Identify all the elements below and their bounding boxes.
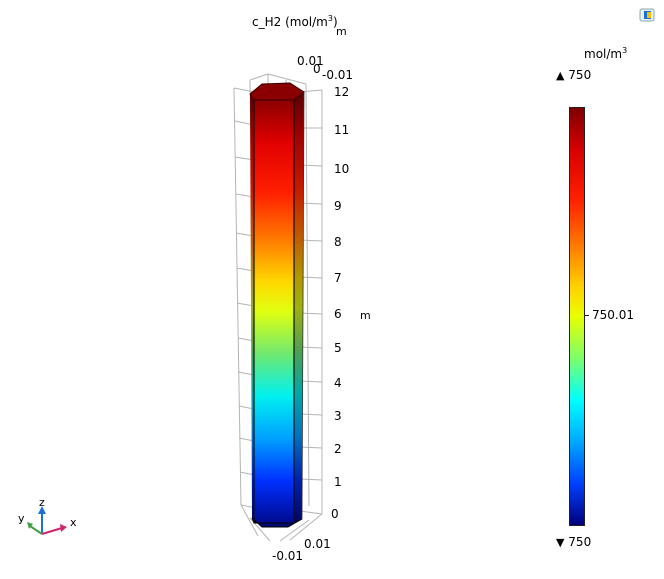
- z-tick-label: 9: [334, 199, 342, 213]
- plot-title: c_H2 (mol/m3): [252, 14, 338, 29]
- z-tick-label: 12: [334, 85, 350, 99]
- column-body: [249, 82, 305, 528]
- colorbar-min: ▼ 750: [556, 535, 592, 549]
- z-tick-label: 5: [334, 341, 342, 355]
- top-zero-tick: 0: [313, 62, 321, 76]
- bottom-tick-pos: 0.01: [304, 537, 331, 551]
- colorbar-max: ▲ 750: [556, 68, 592, 82]
- top-axis-unit: m: [336, 25, 347, 38]
- z-tick-label: 1: [334, 475, 342, 489]
- triad-z-label: z: [39, 496, 45, 509]
- triangle-up-icon: ▲: [556, 69, 565, 82]
- z-tick-label: 4: [334, 376, 342, 390]
- top-x-tick-neg: -0.01: [322, 68, 354, 82]
- bottom-tick-neg: -0.01: [272, 549, 304, 563]
- colorbar-mid-label: 750.01: [592, 308, 634, 322]
- z-tick-label: 10: [334, 162, 350, 176]
- top-x-tick-pos: 0.01: [297, 54, 324, 68]
- z-tick-label: 3: [334, 409, 342, 423]
- triad-x-label: x: [70, 516, 77, 529]
- z-tick-label: 2: [334, 442, 342, 456]
- triad-y-label: y: [18, 512, 25, 525]
- z-tick-label: 0: [331, 507, 339, 521]
- colorbar: [569, 107, 585, 526]
- z-tick-label: 6: [334, 307, 342, 321]
- colorbar-unit: mol/m3: [584, 46, 628, 61]
- z-tick-label: 8: [334, 235, 342, 249]
- axis-triad-icon: [27, 506, 67, 535]
- triangle-down-icon: ▼: [556, 536, 565, 549]
- comsol-logo-icon: [639, 8, 655, 22]
- z-tick-label: 11: [334, 123, 350, 137]
- colorbar-tick: [584, 315, 589, 316]
- z-tick-label: 7: [334, 271, 342, 285]
- z-axis-unit: m: [360, 309, 371, 322]
